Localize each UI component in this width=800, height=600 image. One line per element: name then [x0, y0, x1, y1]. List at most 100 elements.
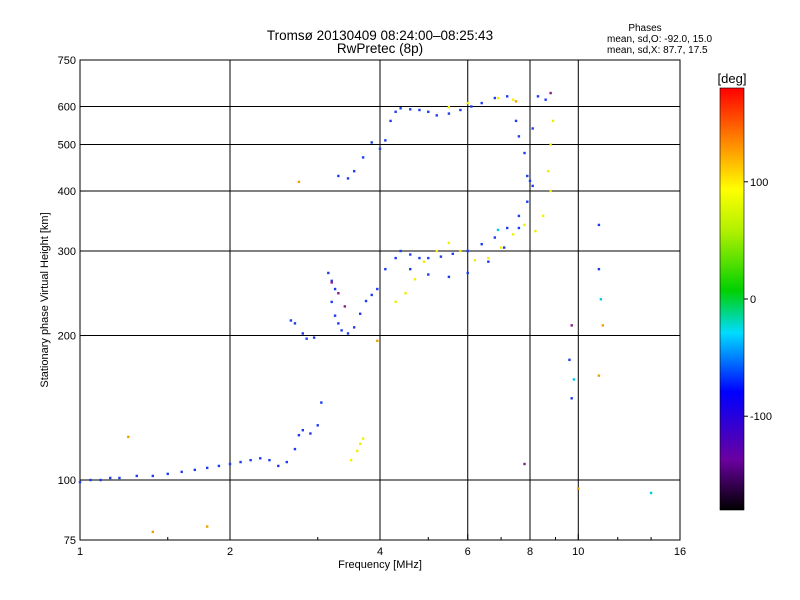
x-tick-label: 2: [227, 546, 233, 558]
data-point: [361, 156, 365, 159]
data-point: [239, 460, 242, 464]
x-axis-label: Frequency [MHz]: [338, 559, 422, 571]
y-tick-label: 500: [58, 140, 76, 152]
data-point: [399, 107, 402, 110]
data-point: [409, 108, 412, 111]
data-point: [205, 525, 209, 528]
phases-o-stats: mean, sd,O: -92.0, 15.0: [607, 34, 712, 45]
data-point: [301, 429, 305, 432]
data-point: [409, 267, 412, 271]
data-point: [599, 298, 603, 301]
data-point: [376, 287, 379, 291]
data-point: [305, 337, 308, 340]
data-point: [487, 260, 490, 263]
phases-title: Phases: [628, 23, 661, 34]
data-point: [439, 255, 443, 258]
x-tick-label: 1: [77, 546, 83, 558]
data-point: [601, 324, 605, 327]
data-point: [355, 449, 359, 453]
data-point: [487, 256, 490, 260]
data-point: [496, 96, 500, 100]
data-point: [118, 476, 121, 480]
colorbar-tick-label: 0: [750, 294, 756, 306]
data-point: [480, 101, 483, 105]
data-point: [293, 447, 297, 451]
y-tick-label: 750: [58, 55, 76, 67]
data-point: [531, 184, 534, 188]
data-point: [349, 458, 353, 462]
data-point: [546, 169, 550, 173]
data-point: [333, 287, 337, 291]
data-point: [352, 169, 356, 173]
data-point: [361, 437, 365, 440]
colorbar-tick-label: -100: [750, 411, 772, 423]
data-point: [544, 98, 547, 101]
x-tick-label: 8: [527, 546, 533, 558]
data-point: [389, 119, 392, 123]
data-point: [517, 226, 521, 230]
data-point: [340, 329, 343, 332]
data-point: [549, 143, 552, 146]
data-point: [228, 462, 232, 466]
y-tick-label: 75: [64, 535, 76, 547]
data-point: [418, 256, 421, 260]
data-point: [297, 433, 301, 437]
data-point: [330, 281, 333, 284]
data-point: [435, 249, 438, 253]
data-point: [459, 249, 462, 253]
data-point: [346, 177, 350, 180]
data-point: [217, 464, 221, 468]
data-point: [427, 110, 430, 113]
data-point: [358, 312, 362, 315]
x-tick-label: 4: [377, 546, 383, 558]
data-point: [466, 101, 469, 105]
colorbar-label: [deg]: [718, 71, 747, 86]
data-point: [511, 233, 515, 236]
data-point: [534, 229, 537, 233]
data-point: [523, 223, 526, 227]
data-point: [531, 127, 534, 130]
data-point: [517, 214, 521, 218]
data-point: [89, 478, 92, 482]
data-point: [337, 322, 340, 325]
data-point: [499, 246, 503, 249]
phases-x-stats: mean, sd,X: 87.7, 17.5: [607, 45, 708, 56]
data-point: [259, 457, 262, 460]
data-point: [151, 474, 155, 478]
data-point: [480, 242, 483, 246]
data-point: [309, 432, 312, 435]
x-axis: 1 2 4 6 8 10 16: [77, 534, 686, 558]
data-point: [447, 112, 451, 115]
data-point: [320, 401, 323, 404]
data-point: [337, 174, 340, 178]
data-point: [99, 478, 102, 482]
data-point: [413, 278, 417, 281]
data-point: [109, 476, 112, 480]
data-point: [135, 474, 138, 478]
data-point: [514, 119, 518, 123]
data-point: [268, 458, 271, 462]
data-point: [312, 336, 316, 339]
data-point: [597, 267, 601, 271]
data-point: [577, 487, 580, 490]
data-point: [127, 435, 130, 439]
data-point: [597, 223, 601, 227]
data-point: [343, 305, 347, 308]
data-point: [418, 108, 421, 112]
data-point: [447, 106, 451, 109]
data-point: [205, 466, 209, 470]
data-point: [505, 226, 509, 230]
chart-title: Tromsø 20130409 08:24:00–08:25:43: [267, 28, 493, 43]
data-point: [378, 147, 382, 150]
data-point: [526, 200, 529, 203]
data-point: [447, 275, 451, 279]
x-tick-label: 16: [674, 546, 686, 558]
y-tick-label: 300: [58, 246, 76, 258]
data-point: [496, 228, 500, 232]
y-tick-label: 200: [58, 331, 76, 343]
data-point: [568, 358, 571, 362]
data-point: [78, 480, 82, 484]
data-point: [352, 326, 356, 329]
data-point: [549, 189, 552, 193]
